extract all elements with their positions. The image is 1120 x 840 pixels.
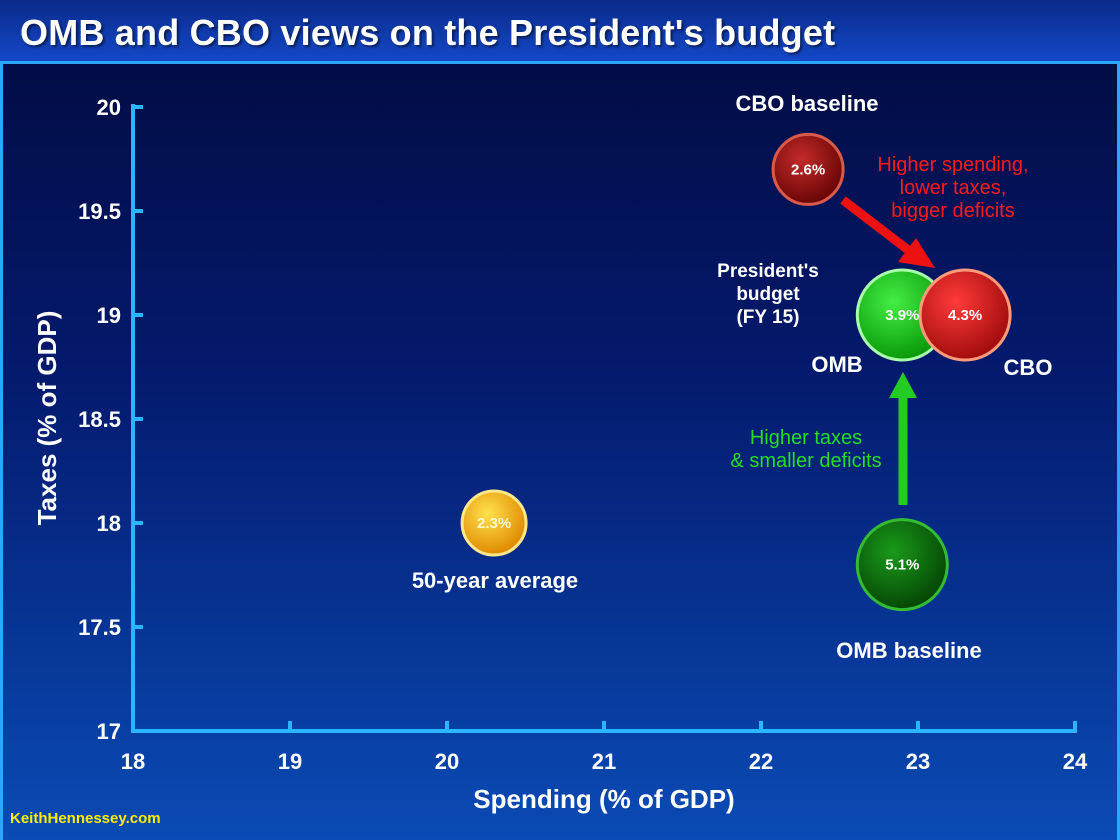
annotation-president-budget-line: President's [717, 261, 819, 282]
annotation-red-note-line: lower taxes, [900, 177, 1007, 199]
value-label-cbo-baseline: 2.6% [791, 161, 825, 178]
annotation-president-budget-line: budget [736, 284, 800, 305]
y-tick-label: 18.5 [78, 407, 121, 432]
x-tick-label: 20 [435, 749, 459, 774]
y-tick-label: 20 [97, 95, 121, 120]
annotation-green-note: Higher taxes & smaller deficits [730, 427, 881, 472]
frame-right-border [1117, 64, 1120, 840]
label-cbo-baseline: CBO baseline [735, 91, 878, 116]
y-tick-label: 19.5 [78, 199, 121, 224]
annotation-green-note-line: & smaller deficits [730, 450, 881, 472]
annotation-red-note-line: bigger deficits [891, 200, 1014, 222]
label-50-year-average: 50-year average [412, 568, 578, 593]
red-arrow [840, 196, 935, 268]
annotation-red-note-line: Higher spending, [877, 154, 1028, 176]
x-tick-label: 21 [592, 749, 616, 774]
value-label-omb-baseline: 5.1% [885, 557, 919, 574]
x-tick-label: 23 [906, 749, 930, 774]
arrows [840, 196, 935, 505]
label-omb: OMB [811, 352, 862, 377]
annotation-red-note: Higher spending, lower taxes, bigger def… [877, 154, 1028, 222]
point-cbo [918, 268, 1012, 362]
green-arrow [889, 372, 917, 505]
label-omb-baseline: OMB baseline [836, 638, 981, 663]
title-bar: OMB and CBO views on the President's bud… [0, 0, 1120, 64]
y-ticks: 17 17.5 18 18.5 19 19.5 20 [78, 95, 143, 744]
y-tick-label: 17.5 [78, 615, 121, 640]
x-tick-label: 24 [1063, 749, 1088, 774]
annotation-president-budget: President's budget (FY 15) [717, 261, 819, 328]
x-tick-label: 18 [121, 749, 145, 774]
y-axis-label: Taxes (% of GDP) [32, 311, 62, 526]
y-tick-label: 19 [97, 303, 121, 328]
label-cbo: CBO [1004, 355, 1053, 380]
y-tick-label: 17 [97, 719, 121, 744]
page-title: OMB and CBO views on the President's bud… [20, 12, 836, 53]
value-label-omb: 3.9% [885, 307, 919, 324]
x-tick-label: 19 [278, 749, 302, 774]
data-points: 2.3% 2.6% 3.9% 4.3% 5.1% [460, 132, 1012, 612]
x-tick-label: 22 [749, 749, 773, 774]
footer-credit: KeithHennessey.com [10, 810, 161, 827]
point-50-year-average [460, 489, 528, 557]
value-label-50-year-average: 2.3% [477, 515, 511, 532]
frame-left-border [0, 64, 3, 840]
point-omb-baseline [855, 518, 949, 612]
value-label-cbo: 4.3% [948, 307, 982, 324]
x-ticks: 18 19 20 21 22 23 24 [121, 721, 1088, 774]
annotation-president-budget-line: (FY 15) [736, 307, 799, 328]
y-tick-label: 18 [97, 511, 121, 536]
point-cbo-baseline [771, 132, 845, 206]
x-axis-label: Spending (% of GDP) [473, 784, 734, 814]
annotation-green-note-line: Higher taxes [750, 427, 862, 449]
